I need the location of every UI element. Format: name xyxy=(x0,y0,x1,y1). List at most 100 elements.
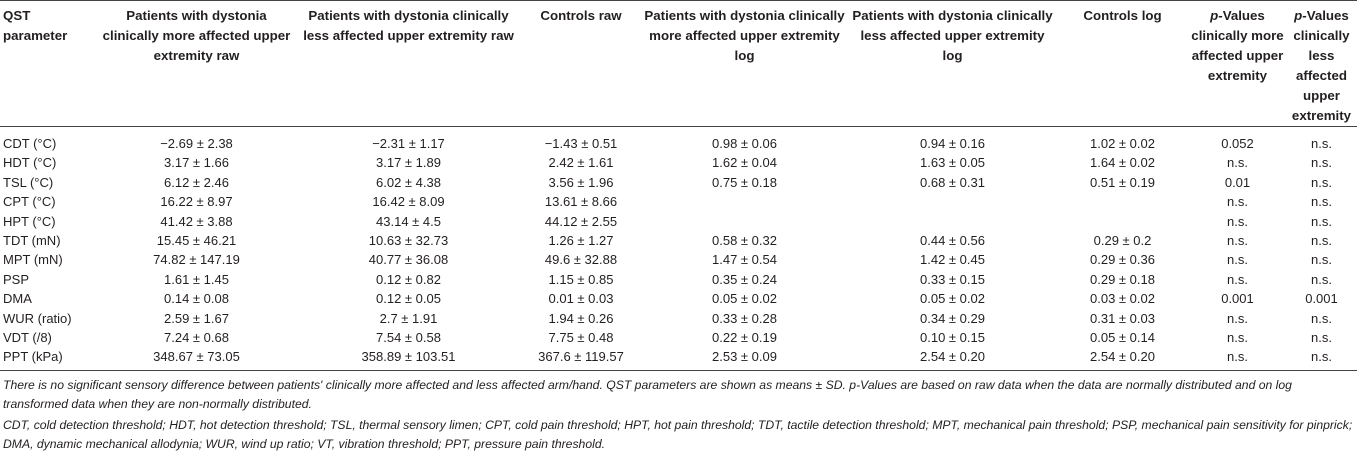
cell-less-raw: 6.02 ± 4.38 xyxy=(376,174,441,190)
cell-controls-raw: 1.26 ± 1.27 xyxy=(548,233,614,249)
cell-less-raw: 3.17 ± 1.89 xyxy=(376,155,441,171)
cell-controls-log xyxy=(1056,192,1189,211)
cell-more-log: 0.98 ± 0.06 xyxy=(712,136,777,151)
cell-more-raw: 3.17 ± 1.66 xyxy=(164,155,229,171)
cell-more-raw: 41.42 ± 3.88 xyxy=(160,213,233,229)
cell-less-raw: 40.77 ± 36.08 xyxy=(368,252,449,268)
cell-more-log: 1.47 ± 0.54 xyxy=(712,252,777,268)
cell-controls-raw: 1.15 ± 0.85 xyxy=(548,271,614,287)
cell-controls-raw: 3.56 ± 1.96 xyxy=(548,174,614,190)
cell-controls-raw: −1.43 ± 0.51 xyxy=(544,136,618,151)
table-row: VDT (/8) 7.24 ± 0.68 7.54 ± 0.58 7.75 ± 0.4… xyxy=(0,328,1357,347)
header-qst-parameter: QST parameter xyxy=(0,0,98,127)
cell-more-log xyxy=(640,192,849,211)
cell-controls-log: 0.31 ± 0.03 xyxy=(1090,310,1155,326)
cell-less-log: 0.05 ± 0.02 xyxy=(920,291,985,307)
cell-p-less: n.s. xyxy=(1311,252,1332,268)
cell-p-less: n.s. xyxy=(1311,349,1332,365)
cell-more-raw: 15.45 ± 46.21 xyxy=(156,233,237,249)
cell-less-raw: 7.54 ± 0.58 xyxy=(376,330,441,346)
cell-more-log: 1.62 ± 0.04 xyxy=(712,155,777,171)
cell-parameter: DMA xyxy=(3,291,32,307)
cell-parameter: VDT (/8) xyxy=(3,330,52,346)
cell-less-log: 2.54 ± 0.20 xyxy=(920,349,985,365)
cell-controls-log: 2.54 ± 0.20 xyxy=(1090,349,1155,365)
p-symbol: p xyxy=(1210,8,1219,23)
cell-less-log: 1.42 ± 0.45 xyxy=(920,252,985,268)
cell-parameter: CPT (°C) xyxy=(3,194,56,210)
table-row: DMA 0.14 ± 0.08 0.12 ± 0.05 0.01 ± 0.03 0.05… xyxy=(0,289,1357,308)
header-controls-raw: Controls raw xyxy=(522,0,640,127)
header-p-more-affected: p-Values clinically more affected upper … xyxy=(1189,0,1286,127)
cell-p-more: 0.052 xyxy=(1221,136,1254,151)
cell-less-raw: 358.89 ± 103.51 xyxy=(361,349,456,365)
cell-p-less: n.s. xyxy=(1311,330,1332,346)
header-p-less-affected: p-Values clinically less affected upper … xyxy=(1286,0,1357,127)
cell-controls-raw: 44.12 ± 2.55 xyxy=(544,213,618,229)
cell-more-raw: 2.59 ± 1.67 xyxy=(164,310,229,326)
cell-more-raw: 1.61 ± 1.45 xyxy=(164,271,229,287)
cell-parameter: TDT (mN) xyxy=(3,233,61,249)
cell-less-log xyxy=(849,212,1056,231)
cell-p-more: n.s. xyxy=(1227,194,1248,210)
table-row: CDT (°C) −2.69 ± 2.38 −2.31 ± 1.17 −1.43 ± … xyxy=(0,127,1357,154)
cell-parameter: CDT (°C) xyxy=(3,136,57,151)
cell-controls-log: 1.02 ± 0.02 xyxy=(1090,136,1155,151)
cell-less-log: 1.63 ± 0.05 xyxy=(920,155,985,171)
cell-more-raw: −2.69 ± 2.38 xyxy=(160,136,233,151)
header-less-affected-log: Patients with dystonia clinically less a… xyxy=(849,0,1056,127)
table-row: TSL (°C) 6.12 ± 2.46 6.02 ± 4.38 3.56 ± 1.9… xyxy=(0,173,1357,192)
table-row: CPT (°C) 16.22 ± 8.97 16.42 ± 8.09 13.61 ± … xyxy=(0,192,1357,211)
cell-p-more: n.s. xyxy=(1227,271,1248,287)
table-row: MPT (mN) 74.82 ± 147.19 40.77 ± 36.08 49.6 … xyxy=(0,250,1357,269)
cell-controls-raw: 2.42 ± 1.61 xyxy=(548,155,614,171)
cell-p-more: 0.001 xyxy=(1221,291,1254,307)
cell-more-log: 0.75 ± 0.18 xyxy=(712,174,777,190)
table-row: TDT (mN) 15.45 ± 46.21 10.63 ± 32.73 1.26 ±… xyxy=(0,231,1357,250)
cell-p-more: n.s. xyxy=(1227,155,1248,171)
table-row: PSP 1.61 ± 1.45 0.12 ± 0.82 1.15 ± 0.85 0.35… xyxy=(0,270,1357,289)
cell-p-less: n.s. xyxy=(1311,155,1332,171)
cell-p-more: n.s. xyxy=(1227,213,1248,229)
cell-parameter: HPT (°C) xyxy=(3,213,56,229)
cell-more-raw: 7.24 ± 0.68 xyxy=(164,330,229,346)
cell-more-log: 0.58 ± 0.32 xyxy=(712,233,777,249)
table-row: PPT (kPa) 348.67 ± 73.05 358.89 ± 103.51 36… xyxy=(0,347,1357,370)
cell-more-raw: 16.22 ± 8.97 xyxy=(160,194,233,210)
header-less-affected-raw: Patients with dystonia clinically less a… xyxy=(295,0,522,127)
cell-less-log: 0.34 ± 0.29 xyxy=(920,310,985,326)
footnote-summary: There is no significant sensory differen… xyxy=(3,377,1292,412)
cell-controls-raw: 7.75 ± 0.48 xyxy=(548,330,614,346)
cell-controls-raw: 0.01 ± 0.03 xyxy=(548,291,614,307)
table-header: QST parameter Patients with dystonia cli… xyxy=(0,0,1357,127)
cell-more-raw: 0.14 ± 0.08 xyxy=(164,291,229,307)
table-body: CDT (°C) −2.69 ± 2.38 −2.31 ± 1.17 −1.43 ± … xyxy=(0,127,1357,371)
cell-controls-raw: 49.6 ± 32.88 xyxy=(544,252,618,268)
cell-p-less: n.s. xyxy=(1311,271,1332,287)
cell-less-raw: 10.63 ± 32.73 xyxy=(368,233,449,249)
cell-p-more: n.s. xyxy=(1227,233,1248,249)
cell-less-raw: 43.14 ± 4.5 xyxy=(376,213,441,229)
cell-parameter: WUR (ratio) xyxy=(3,310,72,326)
cell-more-log: 0.35 ± 0.24 xyxy=(712,271,777,287)
cell-controls-log: 0.29 ± 0.2 xyxy=(1093,233,1152,249)
cell-less-log: 0.68 ± 0.31 xyxy=(920,174,985,190)
cell-p-less: n.s. xyxy=(1311,310,1332,326)
cell-less-log: 0.44 ± 0.56 xyxy=(920,233,985,249)
cell-less-raw: 2.7 ± 1.91 xyxy=(379,310,438,326)
cell-p-less: 0.001 xyxy=(1305,291,1338,307)
cell-controls-raw: 13.61 ± 8.66 xyxy=(544,194,618,210)
qst-table: QST parameter Patients with dystonia cli… xyxy=(0,0,1357,371)
table-footnotes: There is no significant sensory differen… xyxy=(0,371,1357,455)
cell-less-raw: −2.31 ± 1.17 xyxy=(372,136,445,151)
cell-p-more: n.s. xyxy=(1227,252,1248,268)
cell-less-raw: 16.42 ± 8.09 xyxy=(372,194,445,210)
cell-p-less: n.s. xyxy=(1311,213,1332,229)
cell-less-log xyxy=(849,192,1056,211)
cell-p-less: n.s. xyxy=(1311,136,1332,151)
cell-controls-log: 0.29 ± 0.18 xyxy=(1090,271,1155,287)
header-controls-log: Controls log xyxy=(1056,0,1189,127)
p-symbol: p xyxy=(1294,8,1303,23)
cell-p-less: n.s. xyxy=(1311,174,1332,190)
